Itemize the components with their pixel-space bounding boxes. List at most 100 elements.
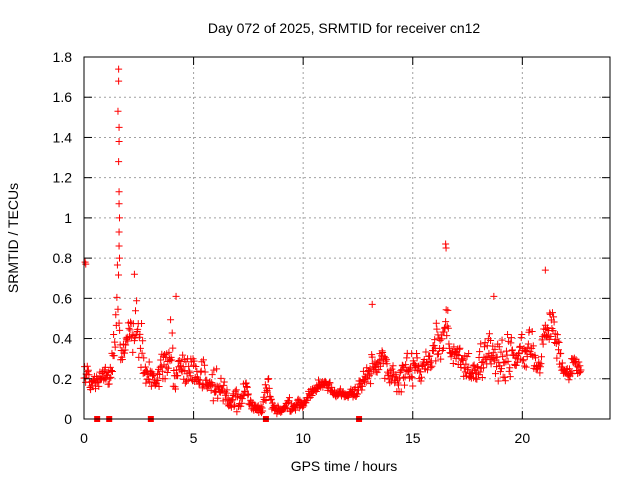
data-point [166, 357, 174, 365]
data-point [550, 318, 558, 326]
data-point [576, 362, 584, 370]
data-point [577, 366, 585, 374]
data-point [324, 380, 332, 388]
data-point [456, 344, 464, 352]
data-point [397, 388, 405, 396]
data-point [114, 107, 122, 115]
data-point [382, 355, 390, 363]
data-point [538, 353, 546, 361]
data-point [498, 336, 506, 344]
data-point [203, 384, 211, 392]
data-point [524, 340, 532, 348]
data-point [366, 365, 374, 373]
data-point [469, 362, 477, 370]
data-point [396, 369, 404, 377]
data-point [436, 336, 444, 344]
data-point [259, 407, 267, 415]
data-point [407, 373, 415, 381]
data-point [102, 375, 110, 383]
data-point [284, 398, 292, 406]
data-point [403, 354, 411, 362]
data-point [156, 363, 164, 371]
data-point [216, 382, 224, 390]
data-point [508, 347, 516, 355]
data-point [150, 371, 158, 379]
data-point [490, 357, 498, 365]
data-point [386, 366, 394, 374]
data-point [113, 261, 121, 269]
data-point [463, 353, 471, 361]
ticks: 0 0.2 0.4 0.6 0.8 1 1.2 1.4 1.6 1.8 0 5 10 15 20 [53, 49, 610, 446]
y-tick-label: 1.8 [53, 49, 73, 65]
data-point [493, 363, 501, 371]
data-point [535, 361, 543, 369]
x-tick-label: 10 [295, 430, 311, 446]
data-point [479, 364, 487, 372]
data-point [406, 365, 414, 373]
x-tick-label: 15 [405, 430, 421, 446]
data-point [145, 358, 153, 366]
data-point [267, 395, 275, 403]
y-tick-label: 0.8 [53, 250, 73, 266]
data-point [291, 406, 299, 414]
data-point [554, 337, 562, 345]
data-point [422, 348, 430, 356]
data-point [308, 392, 316, 400]
data-point [522, 363, 530, 371]
data-point [139, 337, 147, 345]
data-point [557, 349, 565, 357]
data-point [265, 375, 273, 383]
data-point [138, 349, 146, 357]
data-point [243, 383, 251, 391]
data-point [413, 349, 421, 357]
data-point [413, 354, 421, 362]
data-point [135, 353, 143, 361]
data-point [103, 368, 111, 376]
data-point [110, 331, 118, 339]
data-point [455, 345, 463, 353]
data-point [185, 367, 193, 375]
data-point [383, 360, 391, 368]
data-point [125, 324, 133, 332]
data-point [487, 360, 495, 368]
data-point [115, 271, 123, 279]
data-point [241, 387, 249, 395]
data-point [485, 330, 493, 338]
data-point [501, 373, 509, 381]
data-point [168, 329, 176, 337]
data-point [238, 399, 246, 407]
data-point [232, 386, 240, 394]
data-point [576, 368, 584, 376]
y-tick-label: 1 [64, 210, 72, 226]
data-point [186, 369, 194, 377]
data-point [426, 352, 434, 360]
data-point [368, 353, 376, 361]
data-point [81, 374, 89, 382]
data-point [115, 158, 123, 166]
data-point [478, 358, 486, 366]
data-point [490, 292, 498, 300]
data-point [381, 354, 389, 362]
data-point [169, 344, 177, 352]
data-point [445, 340, 453, 348]
data-point [487, 336, 495, 344]
data-point [513, 358, 521, 366]
data-point [538, 336, 546, 344]
y-tick-label: 0.2 [53, 371, 73, 387]
data-point [257, 403, 265, 411]
y-tick-label: 1.4 [53, 129, 73, 145]
data-point [418, 373, 426, 381]
data-point [553, 354, 561, 362]
data-point [82, 260, 90, 268]
data-point [261, 381, 269, 389]
data-point [165, 348, 173, 356]
data-point [118, 355, 126, 363]
data-point [368, 300, 376, 308]
data-point [428, 362, 436, 370]
data-point [374, 358, 382, 366]
data-point [416, 368, 424, 376]
data-point [502, 347, 510, 355]
data-point [185, 362, 193, 370]
data-point [115, 65, 123, 73]
data-point [506, 364, 514, 372]
